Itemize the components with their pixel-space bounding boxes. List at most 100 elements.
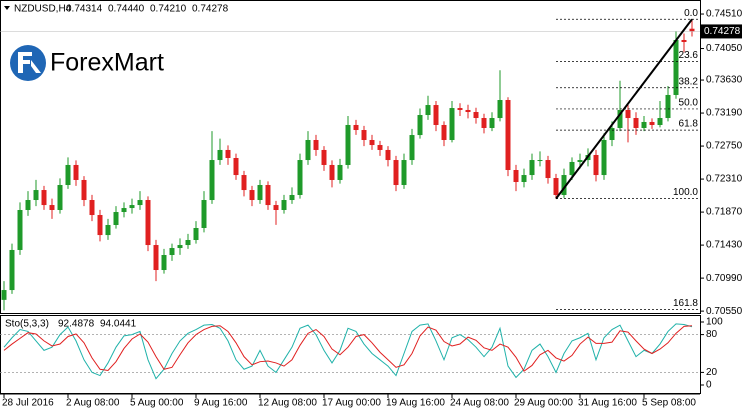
candle-body xyxy=(73,164,79,180)
x-tick-label: 24 Aug 08:00 xyxy=(450,398,509,409)
watermark-logo: ForexMart xyxy=(10,45,164,81)
x-tick-label: 17 Aug 00:00 xyxy=(322,398,381,409)
header-close: 0.74278 xyxy=(192,4,229,15)
x-tick-label: 29 Aug 00:00 xyxy=(514,398,573,409)
candle-body xyxy=(401,160,407,186)
header-low: 0.74210 xyxy=(150,4,187,15)
candle-body xyxy=(425,105,431,116)
header-open: 0.74314 xyxy=(66,4,103,15)
candle-body xyxy=(57,185,63,210)
header-arrow xyxy=(4,6,10,10)
candle-body xyxy=(233,158,239,176)
stochastic-line xyxy=(3,325,693,372)
candle-body xyxy=(633,118,639,128)
candle-body xyxy=(89,200,95,216)
candle-body xyxy=(617,109,623,128)
candle-body xyxy=(193,227,199,241)
candle-body xyxy=(657,118,663,125)
candle-body xyxy=(177,245,183,249)
candle-body xyxy=(9,249,15,291)
candle-body xyxy=(297,160,303,195)
candle-body xyxy=(217,149,223,161)
candle-body xyxy=(385,149,391,161)
candle-body xyxy=(353,124,359,131)
candle-body xyxy=(241,175,247,191)
x-tick-label: 12 Aug 08:00 xyxy=(258,398,317,409)
candle-body xyxy=(433,105,439,125)
candle-body xyxy=(25,200,31,210)
indicator-main-value: 92.4878 xyxy=(58,319,95,330)
fib-level-label: 100.0 xyxy=(673,187,698,198)
candle-body xyxy=(33,190,39,201)
y-tick-label: 0.71870 xyxy=(706,207,742,218)
candle-body xyxy=(49,205,55,210)
header-high: 0.74440 xyxy=(108,4,145,15)
candle-body xyxy=(513,170,519,183)
candle-body xyxy=(281,200,287,210)
candle-body xyxy=(41,190,47,206)
candle-body xyxy=(417,115,423,136)
candle-body xyxy=(313,139,319,150)
candle-body xyxy=(457,108,463,110)
candle-body xyxy=(145,200,151,246)
candle-body xyxy=(249,190,255,201)
candle-body xyxy=(377,145,383,150)
y-tick-label: 0.74510 xyxy=(706,9,742,20)
ind-y-tick-label: 20 xyxy=(706,367,718,378)
candle-body xyxy=(409,135,415,161)
x-tick-label: 2 Aug 08:00 xyxy=(66,398,120,409)
candle-body xyxy=(65,164,71,186)
fib-level-label: 38.2 xyxy=(679,76,699,87)
candle-body xyxy=(345,124,351,165)
candle-body xyxy=(489,118,495,128)
candle-body xyxy=(473,112,479,119)
candle-body xyxy=(641,121,647,128)
candle-body xyxy=(153,245,159,271)
candle-body xyxy=(137,200,143,206)
stochastic-line xyxy=(3,323,693,380)
x-tick-label: 19 Aug 16:00 xyxy=(386,398,445,409)
candle-body xyxy=(609,127,615,140)
candle-body xyxy=(449,108,455,140)
candle-body xyxy=(545,160,551,179)
candle-body xyxy=(273,205,279,210)
candle-body xyxy=(265,185,271,206)
header: NZDUSD,H4 0.74314 0.74440 0.74210 0.7427… xyxy=(4,4,229,15)
candle-body xyxy=(169,248,175,256)
candle-body xyxy=(497,100,503,119)
candle-body xyxy=(289,194,295,201)
candle-body xyxy=(369,139,375,146)
y-tick-label: 0.71430 xyxy=(706,240,742,251)
fib-trendline xyxy=(555,18,693,200)
candle-body xyxy=(1,290,7,300)
candle-body xyxy=(601,139,607,176)
candle-body xyxy=(97,215,103,236)
candle-body xyxy=(393,160,399,186)
candle-body xyxy=(665,94,671,119)
candle-body xyxy=(625,109,631,119)
candle-body xyxy=(161,255,167,271)
candle-body xyxy=(337,164,343,180)
ind-y-tick-label: 100 xyxy=(706,317,723,328)
candle-body xyxy=(185,240,191,246)
candle-body xyxy=(81,179,87,201)
y-tick-label: 0.73190 xyxy=(706,108,742,119)
candle-body xyxy=(465,109,471,113)
indicator-header: Sto(5,3,3) 92.4878 94.0441 xyxy=(5,319,137,330)
y-tick-label: 0.74050 xyxy=(706,43,742,54)
indicator-signal-value: 94.0441 xyxy=(100,319,137,330)
candle-body xyxy=(481,118,487,128)
y-tick-label: 0.70550 xyxy=(706,306,742,317)
candle-body xyxy=(121,208,127,213)
candle-body xyxy=(673,39,679,95)
candle-body xyxy=(257,185,263,201)
ind-y-tick-label: 80 xyxy=(706,329,718,340)
candle-body xyxy=(209,160,215,201)
candle-body xyxy=(505,100,511,171)
fib-level-label: 23.6 xyxy=(679,50,699,61)
main-frame xyxy=(0,0,701,314)
symbol: NZDUSD,H4 xyxy=(14,4,72,15)
candle-body xyxy=(129,205,135,209)
ind-y-tick-label: 0 xyxy=(706,380,712,391)
candle-body xyxy=(593,154,599,176)
